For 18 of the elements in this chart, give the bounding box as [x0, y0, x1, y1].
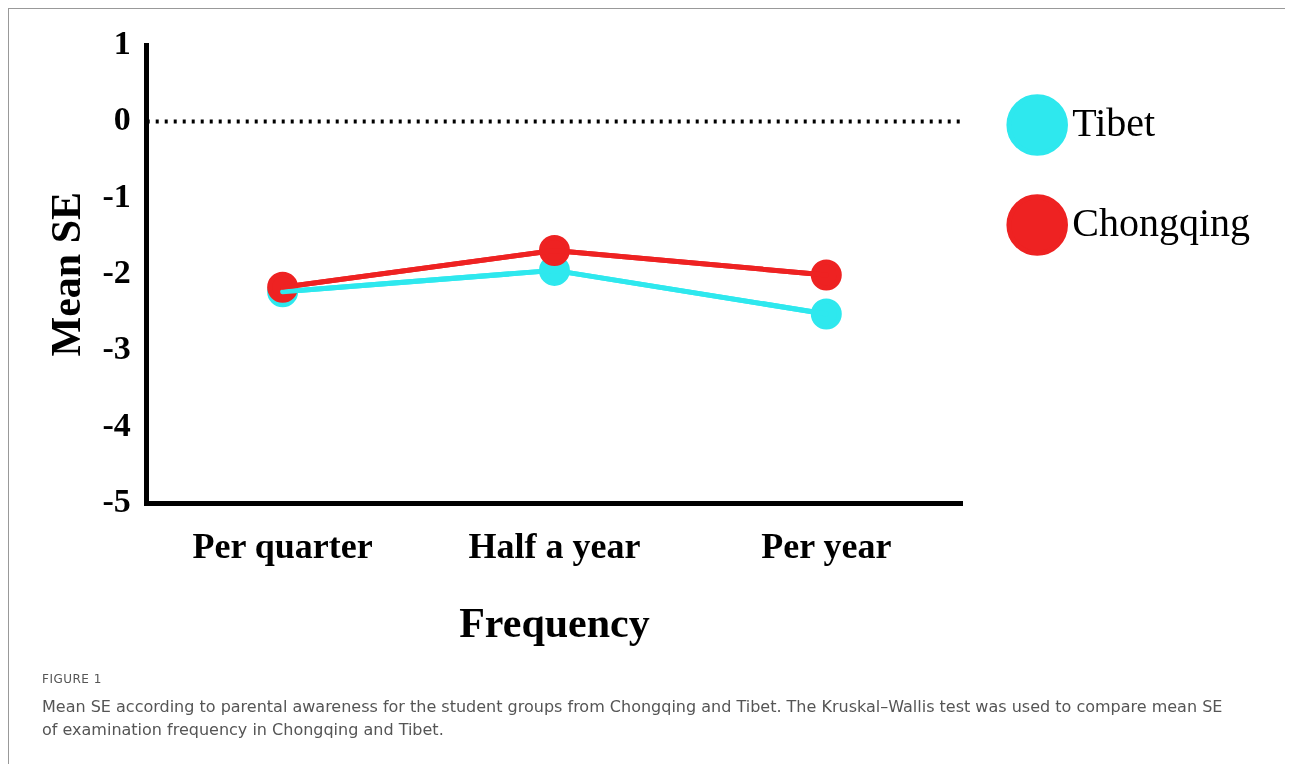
y-tick-label: -3 — [102, 329, 131, 367]
y-tick-label: -2 — [102, 252, 131, 290]
legend-label: Chongqing — [1072, 199, 1250, 245]
y-axis-title: Mean SE — [43, 191, 90, 357]
x-tick-label: Half a year — [468, 526, 641, 567]
caption: FIGURE 1 — [42, 671, 103, 688]
x-tick-label: Per year — [761, 526, 892, 567]
x-tick-label: Per quarter — [192, 526, 373, 567]
x-axis-title: Frequency — [459, 599, 650, 646]
y-tick-label: 1 — [113, 23, 131, 61]
text: Mean SE according to parental awareness for the student groups from Chongqing and Tibet. The Kruskal–Wallis test was used to compare mean SE of examination frequency in Chongqing and Tibet. — [42, 696, 1224, 741]
point — [810, 298, 842, 330]
y-tick-label: -4 — [102, 405, 131, 443]
legend-label: Tibet — [1072, 99, 1156, 145]
y-tick-label: -5 — [102, 482, 131, 520]
y-tick-label: 0 — [113, 100, 131, 138]
point — [810, 259, 842, 291]
y-tick-label: -1 — [102, 176, 131, 214]
